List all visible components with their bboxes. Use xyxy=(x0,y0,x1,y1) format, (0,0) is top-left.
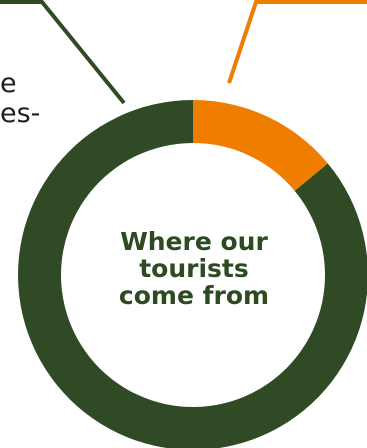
chart-title-line-2: tourists xyxy=(139,254,249,283)
leader-line-1 xyxy=(0,0,126,105)
donut-slice-1 xyxy=(193,100,328,191)
chart-title: Where our tourists come from xyxy=(94,228,294,309)
cropped-label-fragment-1: e xyxy=(0,68,17,99)
chart-title-line-1: Where our xyxy=(120,227,268,256)
cropped-label-fragment-2: es- xyxy=(0,98,41,129)
leader-line-2 xyxy=(227,0,367,84)
chart-title-line-3: come from xyxy=(118,281,270,310)
